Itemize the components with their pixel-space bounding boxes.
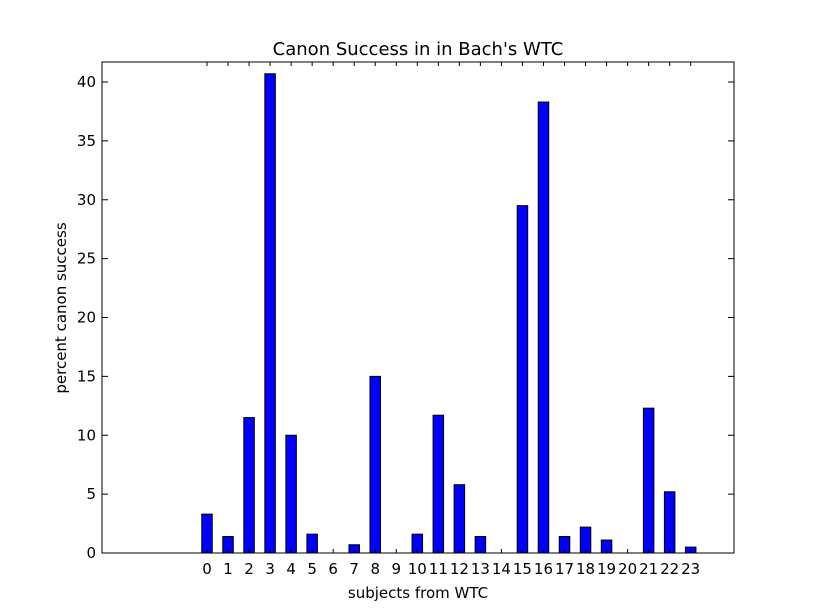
plot-frame [101, 61, 735, 554]
x-tick-label-6: 6 [328, 560, 338, 578]
bar-16 [537, 101, 550, 554]
bar-2 [243, 417, 255, 554]
x-tick-label-7: 7 [349, 560, 359, 578]
x-tick-label-0: 0 [202, 560, 212, 578]
x-tick-label-8: 8 [370, 560, 380, 578]
bar-22 [663, 491, 676, 554]
bar-11 [432, 414, 445, 554]
x-tick-label-18: 18 [576, 560, 595, 578]
x-tick-label-3: 3 [265, 560, 275, 578]
y-tick-label-35: 35 [77, 132, 96, 150]
x-tick-label-21: 21 [639, 560, 658, 578]
y-axis-label: percent canon success [52, 222, 70, 393]
x-tick-label-5: 5 [307, 560, 317, 578]
x-tick-label-4: 4 [286, 560, 296, 578]
x-tick-label-23: 23 [681, 560, 700, 578]
x-tick-label-17: 17 [555, 560, 574, 578]
x-axis-label: subjects from WTC [348, 584, 488, 602]
x-tick-label-12: 12 [450, 560, 469, 578]
y-tick-label-20: 20 [77, 309, 96, 327]
chart-title: Canon Success in in Bach's WTC [273, 39, 564, 60]
bar-21 [642, 407, 655, 554]
x-tick-label-10: 10 [408, 560, 427, 578]
bar-0 [201, 513, 213, 554]
y-tick-label-5: 5 [86, 485, 96, 503]
x-tick-label-13: 13 [471, 560, 490, 578]
bar-12 [453, 484, 466, 554]
x-tick-label-16: 16 [534, 560, 553, 578]
plot-area: 0 1 2 3 4 5 6 7 8 9 10 11 12 13 14 15 16 17 18 19 20 21 22 2305… [77, 61, 735, 578]
y-tick-label-30: 30 [77, 191, 96, 209]
bar-8 [369, 375, 381, 554]
x-tick-label-9: 9 [391, 560, 401, 578]
bar-3 [264, 73, 276, 554]
bar-4 [285, 434, 297, 554]
x-tick-label-19: 19 [597, 560, 616, 578]
x-tick-label-1: 1 [223, 560, 233, 578]
y-tick-label-15: 15 [77, 367, 96, 385]
x-tick-label-11: 11 [429, 560, 448, 578]
x-tick-label-22: 22 [660, 560, 679, 578]
x-tick-label-2: 2 [244, 560, 254, 578]
y-tick-label-40: 40 [77, 73, 96, 91]
x-tick-label-15: 15 [513, 560, 532, 578]
y-tick-label-25: 25 [77, 250, 96, 268]
y-tick-label-10: 10 [77, 426, 96, 444]
bar-15 [516, 205, 529, 554]
x-tick-label-14: 14 [492, 560, 511, 578]
y-tick-label-0: 0 [86, 544, 96, 562]
x-tick-label-20: 20 [618, 560, 637, 578]
